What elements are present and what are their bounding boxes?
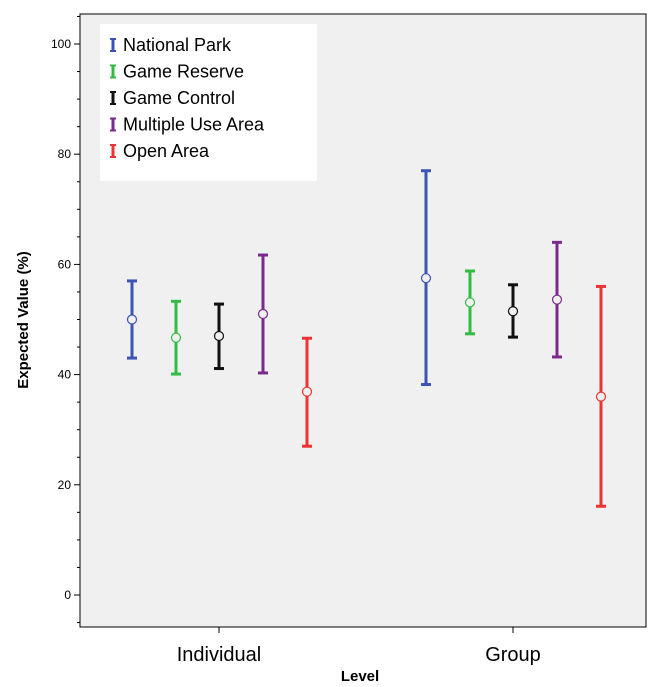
mean-marker [170,332,182,343]
x-axis-title: Level [341,668,379,685]
legend: National Park Game Reserve Game Control Mul… [100,24,317,181]
mean-marker [420,273,432,284]
mean-marker [595,391,607,402]
legend-label: Multiple Use Area [123,115,265,135]
error-bar-national-park-individual [126,279,138,360]
x-tick-label-group: Group [485,644,541,666]
y-tick-label: 60 [58,257,72,271]
y-tick-label: 40 [58,368,72,382]
mean-marker [464,297,476,308]
legend-label: Open Area [123,141,210,161]
legend-box [100,24,317,181]
legend-item-game-control: Game Control [110,88,235,108]
mean-marker [551,294,563,305]
mean-marker [301,386,313,397]
error-bar-game-reserve-individual [170,299,182,376]
y-tick-label: 80 [58,147,72,161]
legend-label: Game Control [123,88,235,108]
x-tick-label-individual: Individual [177,644,262,666]
y-axis: 0 20 40 60 80 100 [51,15,80,624]
error-bar-game-control-individual [213,302,225,371]
error-bar-national-park-group [420,169,432,387]
y-tick-label: 20 [58,478,72,492]
legend-label: Game Reserve [123,62,244,82]
x-axis: Individual Group [177,627,541,666]
y-tick-label: 0 [64,588,71,602]
mean-marker [213,330,225,342]
error-bar-open-area-group [595,284,607,508]
error-bar-game-control-group [507,283,519,339]
legend-label: National Park [123,35,232,55]
y-axis-title: Expected Value (%) [15,251,32,389]
error-bar-open-area-individual [301,336,313,448]
legend-item-national-park: National Park [110,35,232,55]
legend-item-multiple-use-area: Multiple Use Area [110,115,265,135]
legend-item-open-area: Open Area [110,141,210,161]
error-bar-game-reserve-group [464,269,476,336]
error-bar-multiple-use-area-individual [257,253,269,375]
mean-marker [257,308,269,320]
y-tick-label: 100 [51,37,71,51]
legend-item-game-reserve: Game Reserve [110,62,244,82]
mean-marker [507,306,519,317]
error-bar-multiple-use-area-group [551,240,563,359]
error-bars [126,169,607,508]
mean-marker [126,314,138,325]
